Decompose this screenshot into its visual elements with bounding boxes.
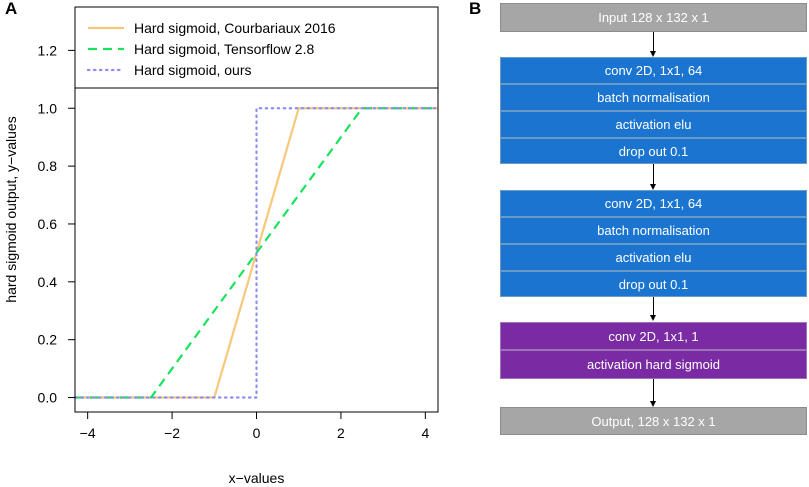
series-line-3 (73, 107, 440, 399)
arrowhead-icon (650, 401, 656, 407)
block3-activation: activation hard sigmoid (500, 350, 807, 379)
legend-label-1: Hard sigmoid, Courbariaux 2016 (134, 20, 336, 36)
arrow-input-block1 (653, 32, 654, 53)
arrowhead-icon (650, 315, 656, 321)
y-tick-label: 0.8 (38, 158, 58, 174)
block2-batchnorm: batch normalisation (500, 217, 807, 244)
x-tick-label: 0 (253, 425, 261, 441)
arrow-block3-output (653, 379, 654, 401)
arrowhead-icon (650, 51, 656, 57)
output-node: Output, 128 x 132 x 1 (500, 407, 807, 435)
series-group (73, 107, 440, 399)
hard-sigmoid-chart: −4 −2 0 2 4 0.0 0.2 0.4 0.6 0.8 1.0 1.2 x−values h… (3, 6, 440, 486)
block1-activation: activation elu (500, 111, 807, 138)
legend-label-2: Hard sigmoid, Tensorflow 2.8 (134, 41, 314, 57)
arrowhead-icon (650, 184, 656, 190)
legend-box (74, 6, 439, 89)
legend-label-3: Hard sigmoid, ours (134, 62, 252, 78)
x-tick-label: −2 (164, 425, 180, 441)
x-tick-label: 2 (337, 425, 345, 441)
arrow-block2-block3 (653, 297, 654, 317)
block1-conv: conv 2D, 1x1, 64 (500, 57, 807, 84)
block3-conv: conv 2D, 1x1, 1 (500, 322, 807, 350)
panel-a-label: A (5, 0, 18, 18)
y-tick-label: 0.2 (38, 332, 58, 348)
y-tick-label: 0.4 (38, 274, 58, 290)
y-axis-label: hard sigmoid output, y−values (3, 116, 19, 302)
y-tick-label: 1.2 (38, 42, 58, 58)
block1-dropout: drop out 0.1 (500, 138, 807, 164)
y-tick-label: 0.0 (38, 390, 58, 406)
arrow-block1-block2 (653, 164, 654, 186)
x-axis: −4 −2 0 2 4 (80, 412, 429, 441)
block2-activation: activation elu (500, 244, 807, 271)
y-tick-label: 0.6 (38, 216, 58, 232)
input-node: Input 128 x 132 x 1 (500, 3, 807, 32)
x-tick-label: 4 (421, 425, 429, 441)
y-axis: 0.0 0.2 0.4 0.6 0.8 1.0 1.2 (38, 42, 75, 406)
legend: Hard sigmoid, Courbariaux 2016 Hard sigmo… (74, 6, 439, 89)
block2-dropout: drop out 0.1 (500, 271, 807, 297)
block1-batchnorm: batch normalisation (500, 84, 807, 111)
y-tick-label: 1.0 (38, 100, 58, 116)
block2-conv: conv 2D, 1x1, 64 (500, 190, 807, 217)
x-axis-label: x−values (229, 470, 285, 486)
panel-b-label: B (469, 0, 482, 18)
x-tick-label: −4 (80, 425, 96, 441)
